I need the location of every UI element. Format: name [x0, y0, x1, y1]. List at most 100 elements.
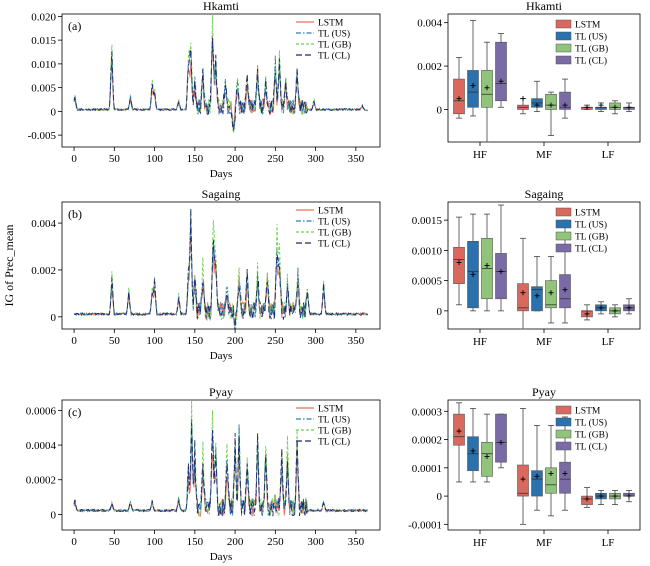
x-tick-label: 0 [71, 536, 77, 548]
y-tick-label: 0.0015 [412, 215, 443, 227]
legend-swatch [555, 219, 572, 229]
series-group [73, 14, 369, 134]
x-tick-label: HF [473, 336, 487, 348]
legend-entry: TL (CL) [318, 239, 350, 250]
y-tick-label: 0.004 [31, 218, 56, 230]
legend-swatch [555, 207, 572, 217]
y-tick-label: 0.0003 [412, 406, 443, 418]
chart-title: Hkamti [526, 0, 563, 13]
y-tick-label: 0.005 [31, 83, 56, 95]
line-chart-pyay: Pyay 0 50 100 150 200 250 300 350 0 0.0002 0.0004 0.… [26, 385, 381, 563]
legend-entry: TL (US) [318, 29, 350, 40]
legend-swatch [555, 43, 572, 53]
chart-title: Hkamti [203, 0, 240, 13]
legend-entry: TL (CL) [575, 244, 607, 255]
x-tick-label: 350 [348, 335, 365, 347]
x-tick-label: 300 [307, 153, 324, 165]
x-axis-label: Days [210, 168, 233, 180]
box-lstm [517, 283, 529, 312]
x-tick-label: 250 [267, 153, 284, 165]
y-tick-label: 0.0006 [26, 405, 57, 417]
legend-entry: TL (GB) [575, 44, 608, 55]
box-tl-cl- [495, 413, 507, 463]
panel-label: (a) [68, 19, 81, 33]
plot-frame [61, 201, 381, 330]
chart-title: Sagaing [525, 187, 564, 201]
legend-swatch [555, 405, 572, 415]
box-tl-cl- [559, 461, 571, 494]
x-tick-label: 350 [348, 153, 365, 165]
legend-entry: TL (US) [318, 415, 350, 426]
legend-entry: TL (CL) [318, 437, 350, 448]
legend-swatch [555, 31, 572, 41]
y-tick-label: 0 [437, 306, 443, 318]
plot-frame [61, 13, 381, 148]
x-tick-label: 200 [227, 335, 244, 347]
line-chart-hkamti: Hkamti 0 50 100 150 200 250 300 350 -0.005 0 0.005 0… [28, 0, 381, 180]
legend-swatch [555, 231, 572, 241]
x-tick-label: 0 [71, 153, 77, 165]
x-tick-label: 200 [227, 153, 244, 165]
box-tl-us- [531, 286, 543, 312]
y-tick-label: 0.002 [417, 61, 442, 73]
legend-swatch [555, 417, 572, 427]
x-tick-label: 350 [348, 536, 365, 548]
chart-title: Pyay [532, 385, 556, 399]
legend-swatch [555, 441, 572, 451]
box-tl-cl- [495, 253, 507, 300]
x-tick-label: 150 [187, 536, 204, 548]
y-tick-label: 0.0005 [412, 276, 443, 288]
y-tick-label: 0.0002 [26, 475, 56, 487]
box-tl-gb- [545, 93, 557, 110]
x-axis-label: Days [210, 551, 233, 563]
series-line-tl-gb- [73, 209, 369, 329]
y-tick-label: 0.0004 [26, 440, 57, 452]
x-tick-label: HF [473, 537, 487, 549]
y-tick-label: 0 [437, 104, 443, 116]
x-tick-label: MF [536, 149, 552, 161]
x-tick-label: 200 [227, 536, 244, 548]
x-tick-label: 250 [267, 335, 284, 347]
x-tick-label: 250 [267, 536, 284, 548]
series-line-tl-cl- [73, 422, 369, 517]
y-tick-label: 0.020 [31, 11, 56, 23]
box-chart-pyay: Pyay -0.0001 0 0.0001 0.0002 0.0003 HF MF LF LSTM… [408, 385, 641, 549]
legend-swatch [555, 429, 572, 439]
y-tick-label: 0 [51, 509, 57, 521]
y-tick-label: 0.010 [31, 59, 56, 71]
box-lstm [453, 247, 465, 284]
x-tick-label: 50 [109, 536, 121, 548]
legend-entry: LSTM [575, 21, 601, 31]
x-tick-label: 100 [146, 153, 163, 165]
box-tl-us- [531, 470, 543, 497]
legend-swatch [555, 243, 572, 253]
series-group [73, 208, 369, 329]
legend-entry: TL (GB) [318, 40, 351, 51]
plot-frame [61, 399, 381, 531]
chart-title: Pyay [209, 385, 233, 399]
x-tick-label: 50 [109, 153, 121, 165]
series-line-tl-cl- [73, 37, 369, 131]
y-tick-label: 0 [51, 106, 57, 118]
legend-swatch [555, 19, 572, 29]
y-tick-label: 0.0010 [412, 245, 443, 257]
x-tick-label: 0 [71, 335, 77, 347]
legend-entry: LSTM [318, 19, 344, 29]
box-tl-cl- [559, 91, 571, 110]
panel-label: (c) [68, 405, 81, 419]
y-tick-label: -0.005 [28, 130, 57, 142]
x-tick-label: HF [473, 149, 487, 161]
legend-entry: TL (US) [318, 217, 350, 228]
x-tick-label: 50 [109, 335, 121, 347]
y-tick-label: 0.0002 [412, 435, 442, 447]
legend-entry: TL (GB) [575, 430, 608, 441]
x-tick-label: MF [536, 336, 552, 348]
legend-entry: TL (CL) [318, 51, 350, 62]
box-tl-gb- [481, 442, 493, 477]
legend-entry: TL (GB) [575, 232, 608, 243]
x-tick-label: LF [602, 537, 615, 549]
legend-entry: TL (US) [575, 32, 607, 43]
